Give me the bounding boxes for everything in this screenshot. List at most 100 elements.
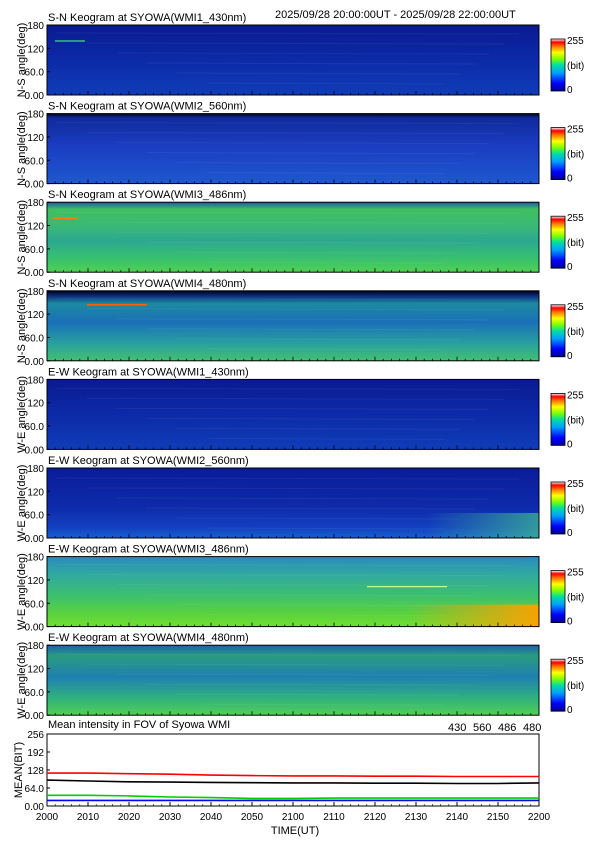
colorbar-max-label: 255 — [567, 36, 584, 47]
chart-x-axis-label: TIME(UT) — [271, 825, 319, 837]
colorbar — [550, 38, 566, 92]
keogram-streak — [116, 142, 490, 145]
keogram-streak — [86, 42, 505, 45]
keogram-y-tick-label: 180 — [27, 641, 44, 652]
keogram-streak — [206, 82, 445, 85]
chart-x-tick-label: 2000 — [36, 812, 59, 823]
chart-plot-area — [46, 733, 540, 807]
keogram-panel: E-W Keogram at SYOWA(WMI1_430nm) 0.00 60.0… — [16, 366, 584, 456]
legend-entry-560: 560 — [473, 722, 491, 734]
chart-y-axis: 0.00 64.0 128 192 256 — [25, 730, 50, 813]
chart-title: Mean intensity in FOV of Syowa WMI — [48, 719, 230, 731]
keogram-y-tick-label: 120 — [27, 399, 44, 410]
legend-entry-486: 486 — [498, 722, 516, 734]
keogram-streak — [56, 122, 520, 125]
chart-legend: 430 560 486 480 — [448, 722, 541, 734]
colorbar-min-label: 0 — [567, 617, 573, 628]
colorbar-min-label: 0 — [567, 705, 573, 716]
keogram-streak — [56, 653, 520, 656]
colorbar-unit-label: (bit) — [567, 681, 584, 692]
colorbar-unit-label: (bit) — [567, 593, 584, 604]
keogram-streak — [146, 683, 475, 686]
keogram-streak — [176, 251, 460, 254]
keogram-streak — [56, 387, 520, 390]
keogram-title: E-W Keogram at SYOWA(WMI1_430nm) — [48, 366, 249, 378]
colorbar-unit-label: (bit) — [567, 504, 584, 515]
colorbar — [550, 304, 566, 358]
keogram-y-tick-label: 120 — [27, 133, 44, 144]
chart-x-tick-label: 2040 — [200, 812, 223, 823]
keogram-streak — [176, 72, 460, 75]
colorbar — [550, 658, 566, 712]
keogram-y-tick-label: 180 — [27, 21, 44, 32]
keogram-y-tick-label: 0.00 — [25, 445, 45, 456]
colorbar-max-label: 255 — [567, 568, 584, 579]
keogram-y-tick-label: 60.0 — [25, 156, 45, 167]
keogram-streak — [206, 703, 445, 706]
chart-x-tick-label: 2130 — [405, 812, 428, 823]
keogram-y-axis-label: W-E angle(deg) — [16, 642, 28, 719]
keogram-streak — [146, 62, 475, 65]
keogram-title: E-W Keogram at SYOWA(WMI3_486nm) — [48, 544, 249, 556]
colorbar — [550, 570, 566, 623]
chart-x-tick-label: 2110 — [323, 812, 345, 823]
keogram-y-tick-label: 0.00 — [25, 268, 45, 279]
keogram-image — [47, 290, 539, 361]
keogram-streak — [86, 221, 505, 224]
keogram-y-tick-label: 180 — [27, 464, 44, 475]
legend-entry-430: 430 — [448, 722, 466, 734]
chart-x-tick-label: 2020 — [118, 812, 141, 823]
keogram-panel: S-N Keogram at SYOWA(WMI4_480nm) 0.00 60.0… — [16, 278, 584, 368]
chart-x-axis: 2000 2010 2020 2030 2040 2050 2100 2110 2120 2130… — [36, 802, 551, 823]
colorbar — [550, 215, 566, 269]
colorbar-unit-label: (bit) — [567, 61, 584, 72]
chart-x-tick-label: 2050 — [241, 812, 264, 823]
keogram-streak — [146, 328, 475, 331]
keogram-y-axis-label: W-E angle(deg) — [16, 465, 28, 542]
keogram-y-tick-label: 120 — [27, 665, 44, 676]
chart-x-tick-label: 2100 — [282, 812, 305, 823]
keogram-y-tick-label: 180 — [27, 553, 44, 564]
keogram-y-tick-label: 0.00 — [25, 357, 45, 368]
keogram-streak — [116, 584, 490, 587]
keogram-y-tick-label: 120 — [27, 44, 44, 55]
chart-y-tick-label: 128 — [27, 766, 44, 777]
keogram-streak — [86, 663, 505, 666]
keogram-panels: S-N Keogram at SYOWA(WMI1_430nm) 0.00 60.0… — [16, 12, 584, 722]
keogram-panel: E-W Keogram at SYOWA(WMI2_560nm) 0.00 60.0… — [16, 455, 584, 545]
chart-y-tick-label: 192 — [27, 748, 44, 759]
keogram-streak — [56, 32, 520, 35]
keogram-streak — [56, 211, 520, 214]
keogram-streak — [116, 318, 490, 321]
keogram-streak — [206, 348, 445, 351]
keogram-y-tick-label: 180 — [27, 110, 44, 121]
colorbar — [550, 392, 566, 446]
chart-x-tick-label: 2120 — [364, 812, 387, 823]
keogram-streak — [206, 437, 445, 440]
colorbar-max-label: 255 — [567, 125, 584, 136]
chart-x-tick-label: 2150 — [487, 812, 510, 823]
chart-y-tick-label: 256 — [27, 730, 44, 741]
keogram-streak — [176, 162, 460, 165]
colorbar-max-label: 255 — [567, 302, 584, 313]
colorbar-max-label: 255 — [567, 213, 584, 224]
keogram-y-tick-label: 0.00 — [25, 623, 45, 634]
keogram-streak — [206, 527, 445, 530]
keogram-title: S-N Keogram at SYOWA(WMI3_486nm) — [48, 189, 246, 201]
colorbar-min-label: 0 — [567, 528, 573, 539]
keogram-streak — [206, 172, 445, 175]
chart-x-tick-label: 2030 — [159, 812, 182, 823]
keogram-streak — [56, 298, 520, 301]
keogram-streak — [176, 338, 460, 341]
keogram-image — [47, 202, 539, 273]
keogram-title: E-W Keogram at SYOWA(WMI4_480nm) — [48, 632, 249, 644]
keogram-image — [47, 645, 539, 716]
keogram-y-tick-label: 180 — [27, 198, 44, 209]
chart-y-tick-label: 0.00 — [25, 802, 45, 813]
keogram-y-tick-label: 60.0 — [25, 599, 45, 610]
keogram-streak — [116, 497, 490, 500]
keogram-y-tick-label: 0.00 — [25, 534, 45, 545]
keogram-y-tick-label: 0.00 — [25, 711, 45, 722]
colorbar-max-label: 255 — [567, 656, 584, 667]
